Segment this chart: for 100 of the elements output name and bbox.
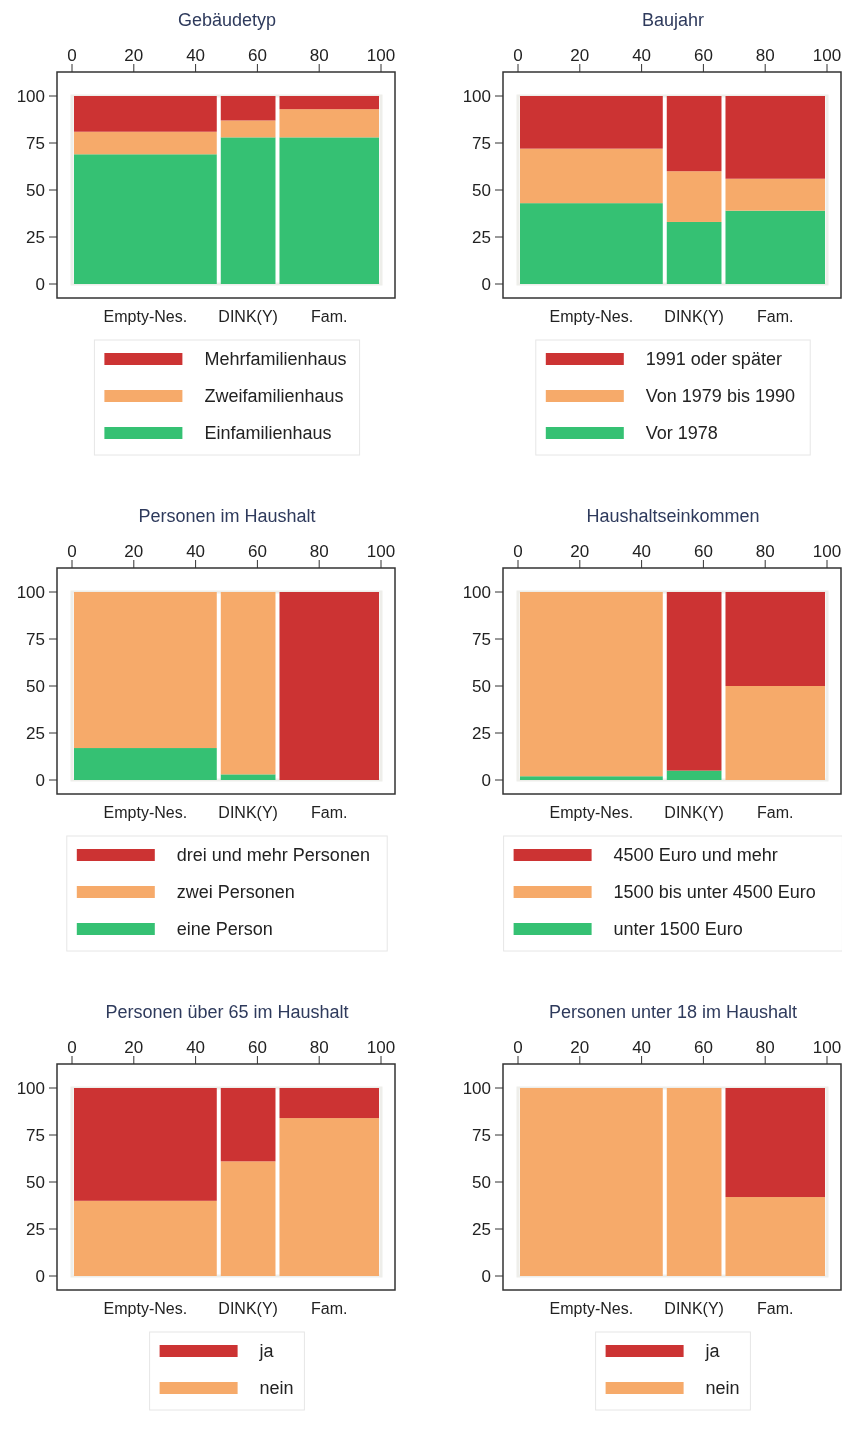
x-tick-label: 0 [67,542,77,561]
text: Empty-Nes. [103,1300,188,1317]
bar [725,96,825,179]
text: Fam. [311,804,348,821]
y-tick-label: 50 [472,677,491,696]
legend-label: 1991 oder später [645,349,782,369]
chart-title: Personen unter 18 im Haushalt [548,1002,798,1022]
legend-label: Einfamilienhaus [204,423,332,443]
text: Fam. [311,308,348,325]
legend-label: eine Person [176,919,273,939]
legend-label: Zweifamilienhaus [204,386,344,406]
bar [279,592,379,780]
x-tick-label: 20 [570,542,590,561]
legend-label: nein [259,1378,294,1398]
x-tick-label: 80 [755,46,775,65]
y-tick-label: 75 [472,134,491,153]
x-tick-label: 0 [513,542,523,561]
y-tick-label: 50 [26,181,45,200]
x-tick-label: 60 [247,1038,267,1057]
x-tick-label: 80 [309,542,329,561]
text: Fam. [757,804,794,821]
legend-label: Vor 1978 [645,423,718,443]
text: DINK(Y) [218,1300,278,1317]
x-tick-label: 40 [186,46,206,65]
text: Fam. [757,308,794,325]
bar [279,96,379,110]
y-tick-label: 25 [472,228,491,247]
y-tick-label: 0 [481,1267,491,1286]
y-tick-label: 75 [26,1126,45,1145]
legend-label: ja [258,1341,275,1361]
x-tick-label: 40 [632,46,652,65]
text: DINK(Y) [664,804,724,821]
legend-label: 1500 bis unter 4500 Euro [613,882,816,902]
y-tick-label: 75 [26,630,45,649]
x-tick-label: 100 [366,1038,396,1057]
chart-title: Baujahr [641,10,705,30]
text: Empty-Nes. [549,1300,634,1317]
text: Fam. [757,1300,794,1317]
legend-label: Mehrfamilienhaus [204,349,347,369]
y-tick-label: 25 [26,724,45,743]
x-tick-label: 100 [366,542,396,561]
x-tick-label: 0 [67,1038,77,1057]
y-tick-label: 100 [16,87,45,106]
text: DINK(Y) [664,308,724,325]
x-tick-label: 20 [124,46,144,65]
y-tick-label: 25 [472,1220,491,1239]
y-tick-label: 50 [472,181,491,200]
x-tick-label: 80 [309,1038,329,1057]
y-tick-label: 0 [35,1267,45,1286]
legend-label: Von 1979 bis 1990 [645,386,795,406]
text: Fam. [311,1300,348,1317]
y-tick-label: 50 [26,677,45,696]
x-tick-label: 60 [247,542,267,561]
bar [279,1088,379,1119]
y-tick-label: 25 [26,1220,45,1239]
x-tick-label: 40 [632,542,652,561]
legend-label: unter 1500 Euro [613,919,743,939]
y-tick-label: 25 [472,724,491,743]
legend-label: nein [705,1378,740,1398]
x-tick-label: 20 [124,542,144,561]
x-tick-label: 80 [309,46,329,65]
x-tick-label: 60 [693,46,713,65]
x-tick-label: 40 [186,542,206,561]
x-tick-label: 20 [570,1038,590,1057]
chart-title: Haushaltseinkommen [586,506,760,526]
y-tick-label: 75 [472,630,491,649]
text: DINK(Y) [218,308,278,325]
x-tick-label: 0 [67,46,77,65]
x-tick-label: 100 [812,1038,842,1057]
y-tick-label: 50 [472,1173,491,1192]
y-tick-label: 25 [26,228,45,247]
text: Empty-Nes. [103,308,188,325]
x-tick-label: 60 [247,46,267,65]
bar [725,178,825,211]
y-tick-label: 100 [462,87,491,106]
x-tick-label: 0 [513,1038,523,1057]
y-tick-label: 0 [481,771,491,790]
text: DINK(Y) [664,1300,724,1317]
text: Empty-Nes. [549,804,634,821]
y-tick-label: 75 [472,1126,491,1145]
x-tick-label: 60 [693,542,713,561]
bar [279,109,379,138]
bar [279,1118,379,1276]
y-tick-label: 0 [35,771,45,790]
legend-label: ja [704,1341,721,1361]
y-tick-label: 100 [462,583,491,602]
x-tick-label: 0 [513,46,523,65]
chart-title: Gebäudetyp [177,10,277,30]
chart-title: Personen über 65 im Haushalt [105,1002,349,1022]
text: DINK(Y) [218,804,278,821]
y-tick-label: 75 [26,134,45,153]
x-tick-label: 20 [570,46,590,65]
y-tick-label: 0 [35,275,45,294]
bar [725,210,825,284]
y-tick-label: 50 [26,1173,45,1192]
x-tick-label: 20 [124,1038,144,1057]
text: Empty-Nes. [103,804,188,821]
text: Empty-Nes. [549,308,634,325]
y-tick-label: 0 [481,275,491,294]
x-tick-label: 60 [693,1038,713,1057]
